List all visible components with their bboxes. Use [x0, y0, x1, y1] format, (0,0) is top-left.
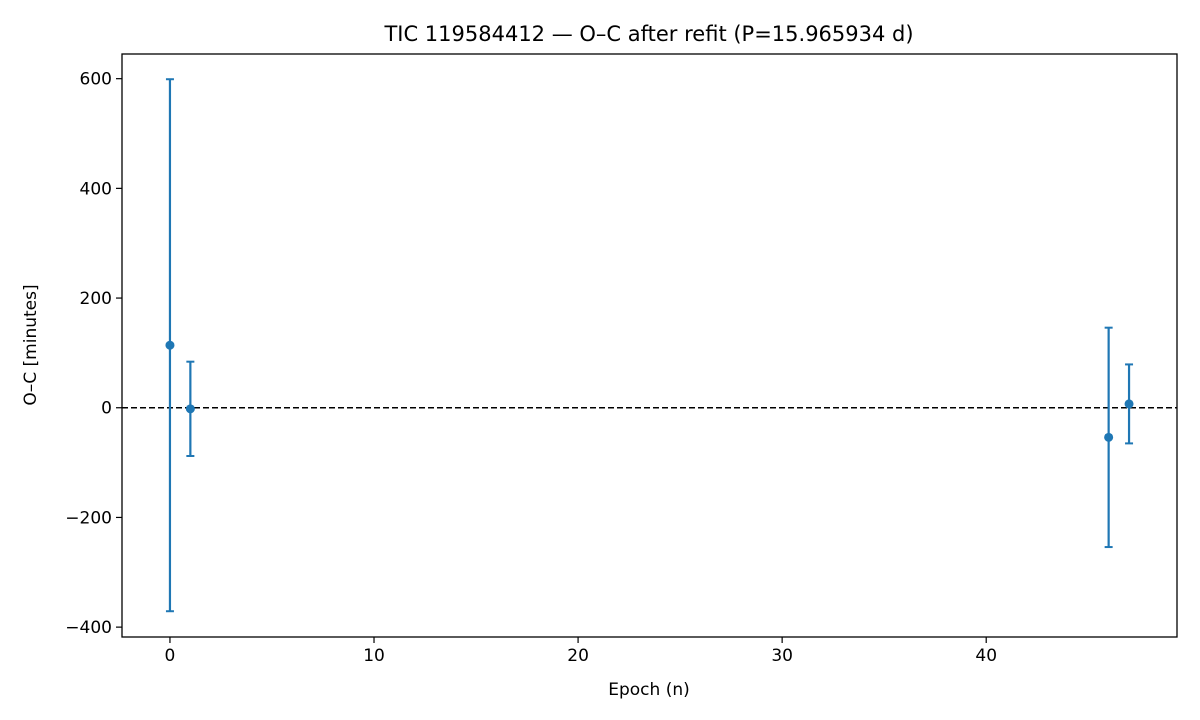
chart-title: TIC 119584412 — O–C after refit (P=15.96…	[383, 22, 913, 46]
y-tick-label: 200	[80, 289, 112, 309]
data-point	[165, 340, 175, 350]
x-axis-label: Epoch (n)	[608, 680, 690, 700]
x-tick-label: 0	[165, 646, 176, 666]
y-tick-label: 600	[80, 70, 112, 90]
data-point	[1104, 432, 1114, 442]
plot-layer	[122, 78, 1177, 613]
y-tick-label: 400	[80, 179, 112, 199]
x-tick-label: 20	[567, 646, 589, 666]
data-point	[1124, 399, 1134, 409]
y-axis-label: O–C [minutes]	[21, 284, 41, 405]
tick-layer: 0 10 20 30 40 600 400 200 0 −200 −400	[65, 70, 997, 666]
data-point	[185, 404, 195, 414]
y-tick-label: −400	[65, 618, 112, 638]
y-tick-label: −200	[65, 508, 112, 528]
plot-frame	[121, 53, 1178, 638]
x-tick-label: 10	[363, 646, 385, 666]
y-tick-label: 0	[101, 399, 112, 419]
x-tick-label: 30	[771, 646, 793, 666]
x-tick-label: 40	[975, 646, 997, 666]
